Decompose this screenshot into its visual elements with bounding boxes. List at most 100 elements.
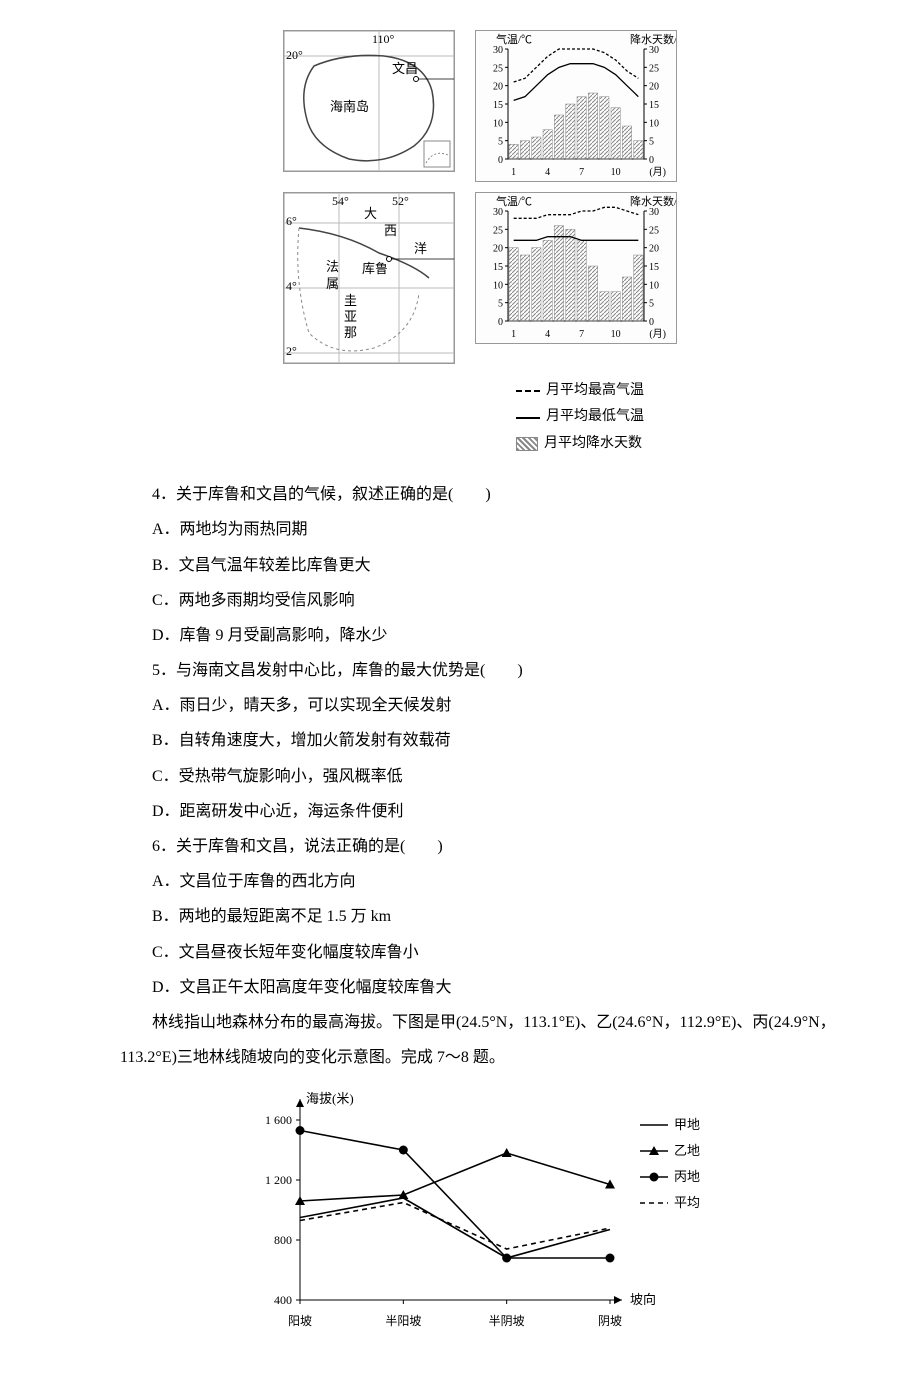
legend-tmax-label: 月平均最高气温: [546, 380, 644, 402]
svg-text:坡向: 坡向: [630, 1292, 656, 1307]
q6-D: D．文昌正午太阳高度年变化幅度较库鲁大: [120, 970, 840, 1005]
svg-text:气温/℃: 气温/℃: [496, 32, 532, 46]
label-ocean-2: 西: [384, 223, 397, 238]
chart-kourou: 005510101515202025253030气温/℃降水天数/日14710(…: [475, 192, 677, 344]
svg-text:20: 20: [649, 244, 659, 255]
svg-text:甲地: 甲地: [674, 1117, 700, 1132]
svg-text:800: 800: [274, 1233, 292, 1247]
legend-tmin-label: 月平均最低气温: [546, 406, 644, 428]
svg-text:5: 5: [649, 299, 654, 310]
label-kourou: 库鲁: [362, 261, 388, 276]
svg-text:20: 20: [493, 82, 503, 93]
svg-text:15: 15: [649, 100, 659, 111]
svg-text:0: 0: [649, 155, 654, 166]
label-ocean-1: 大: [364, 206, 377, 221]
legend-tmin: 月平均最低气温: [516, 406, 644, 428]
svg-text:30: 30: [649, 207, 659, 218]
q4-stem: 4．关于库鲁和文昌的气候，叙述正确的是( ): [120, 477, 840, 512]
svg-text:10: 10: [493, 280, 503, 291]
q4-B: B．文昌气温年较差比库鲁更大: [120, 548, 840, 583]
svg-text:10: 10: [649, 118, 659, 129]
treeline-chart: 4008001 2001 600海拔(米)坡向阳坡半阳坡半阴坡阴坡甲地乙地丙地平…: [230, 1085, 730, 1335]
q6-C: C．文昌昼夜长短年变化幅度较库鲁小: [120, 935, 840, 970]
svg-text:海拔(米): 海拔(米): [306, 1091, 354, 1106]
hatch-swatch: [516, 437, 538, 451]
label-gui: 圭: [344, 293, 357, 308]
svg-text:0: 0: [649, 317, 654, 328]
svg-text:半阴坡: 半阴坡: [489, 1314, 525, 1328]
svg-text:0: 0: [498, 155, 503, 166]
q5-B: B．自转角速度大，增加火箭发射有效载荷: [120, 723, 840, 758]
svg-text:4: 4: [545, 167, 550, 178]
svg-text:5: 5: [498, 299, 503, 310]
lat-6: 6°: [286, 214, 297, 228]
svg-text:0: 0: [498, 317, 503, 328]
lat-2: 2°: [286, 344, 297, 358]
label-ya: 亚: [344, 309, 357, 324]
q6-stem: 6．关于库鲁和文昌，说法正确的是( ): [120, 829, 840, 864]
q6-B: B．两地的最短距离不足 1.5 万 km: [120, 899, 840, 934]
svg-text:1: 1: [511, 167, 516, 178]
svg-text:400: 400: [274, 1293, 292, 1307]
svg-text:平均: 平均: [674, 1195, 700, 1210]
svg-text:5: 5: [498, 137, 503, 148]
svg-text:10: 10: [493, 118, 503, 129]
q5-C: C．受热带气旋影响小，强风概率低: [120, 759, 840, 794]
chart-wenchang: 005510101515202025253030气温/℃降水天数/日14710(…: [475, 30, 677, 182]
svg-text:1: 1: [511, 329, 516, 340]
label-hainan: 海南岛: [330, 99, 369, 114]
svg-text:1 200: 1 200: [265, 1173, 292, 1187]
exam-page: 110° 20° 文昌 海南岛 005510101515202025253030…: [0, 0, 920, 1375]
svg-text:5: 5: [649, 137, 654, 148]
svg-text:7: 7: [579, 329, 584, 340]
svg-text:15: 15: [493, 100, 503, 111]
svg-text:20: 20: [493, 244, 503, 255]
svg-text:气温/℃: 气温/℃: [496, 194, 532, 208]
figure-wenchang-kourou: 110° 20° 文昌 海南岛 005510101515202025253030…: [120, 30, 840, 457]
q6-A: A．文昌位于库鲁的西北方向: [120, 864, 840, 899]
svg-text:15: 15: [493, 262, 503, 273]
lon-52: 52°: [392, 194, 409, 208]
svg-text:(月): (月): [649, 166, 666, 178]
label-shu: 属: [326, 276, 339, 291]
label-na: 那: [344, 325, 357, 340]
svg-text:10: 10: [611, 329, 621, 340]
svg-text:(月): (月): [649, 328, 666, 340]
svg-text:30: 30: [493, 45, 503, 56]
legend-rain-label: 月平均降水天数: [544, 433, 642, 455]
q4-C: C．两地多雨期均受信风影响: [120, 583, 840, 618]
row-wenchang: 110° 20° 文昌 海南岛 005510101515202025253030…: [283, 30, 677, 182]
lon-54: 54°: [332, 194, 349, 208]
q4-D: D．库鲁 9 月受副高影响，降水少: [120, 618, 840, 653]
svg-text:25: 25: [493, 225, 503, 236]
q5-stem: 5．与海南文昌发射中心比，库鲁的最大优势是( ): [120, 653, 840, 688]
svg-text:30: 30: [649, 45, 659, 56]
svg-text:4: 4: [545, 329, 550, 340]
svg-text:半阳坡: 半阳坡: [385, 1314, 421, 1328]
svg-text:15: 15: [649, 262, 659, 273]
lat-4: 4°: [286, 279, 297, 293]
passage-treeline: 林线指山地森林分布的最高海拔。下图是甲(24.5°N，113.1°E)、乙(24…: [120, 1005, 840, 1075]
row-kourou: 54° 52° 6° 4° 2° 大 西 洋 库鲁 法 属 圭 亚 那 0055…: [283, 192, 677, 364]
svg-text:10: 10: [611, 167, 621, 178]
svg-text:阳坡: 阳坡: [288, 1314, 312, 1328]
svg-text:降水天数/日: 降水天数/日: [630, 194, 677, 208]
dash-swatch: [516, 390, 540, 392]
svg-text:10: 10: [649, 280, 659, 291]
svg-text:7: 7: [579, 167, 584, 178]
svg-text:阴坡: 阴坡: [598, 1314, 622, 1328]
q5-A: A．雨日少，晴天多，可以实现全天候发射: [120, 688, 840, 723]
label-ocean-3: 洋: [414, 241, 427, 256]
lon-110: 110°: [372, 32, 395, 46]
svg-text:20: 20: [649, 82, 659, 93]
svg-text:30: 30: [493, 207, 503, 218]
legend-tmax: 月平均最高气温: [516, 380, 644, 402]
svg-text:1 600: 1 600: [265, 1113, 292, 1127]
q5-D: D．距离研发中心近，海运条件便利: [120, 794, 840, 829]
solid-swatch: [516, 417, 540, 419]
svg-text:25: 25: [493, 63, 503, 74]
q4-A: A．两地均为雨热同期: [120, 512, 840, 547]
lat-20: 20°: [286, 48, 303, 62]
svg-text:降水天数/日: 降水天数/日: [630, 32, 677, 46]
svg-text:25: 25: [649, 225, 659, 236]
